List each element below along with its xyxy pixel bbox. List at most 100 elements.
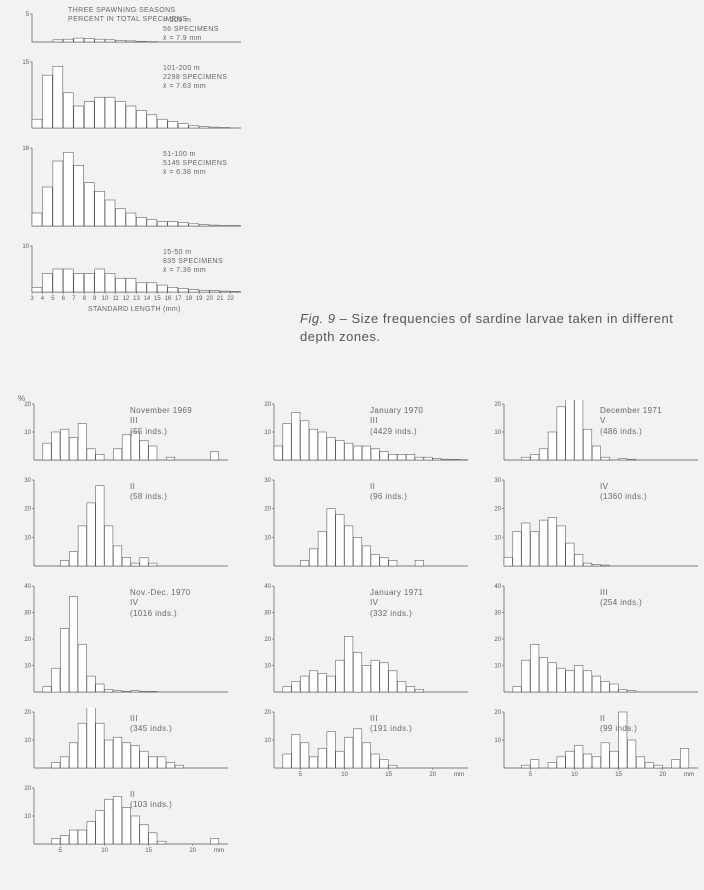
month-panel: 10 20 bbox=[260, 400, 470, 470]
svg-text:10: 10 bbox=[101, 848, 108, 854]
svg-text:19: 19 bbox=[196, 296, 203, 302]
svg-text:20: 20 bbox=[24, 637, 31, 643]
svg-text:30: 30 bbox=[264, 611, 271, 617]
svg-text:5: 5 bbox=[51, 296, 55, 302]
month-panel-label: II(58 inds.) bbox=[130, 482, 167, 503]
svg-text:10: 10 bbox=[494, 535, 501, 541]
svg-text:mm: mm bbox=[684, 772, 694, 778]
svg-text:5: 5 bbox=[529, 772, 533, 778]
svg-text:30: 30 bbox=[264, 478, 271, 484]
month-panel-label: III(254 inds.) bbox=[600, 588, 642, 609]
month-panel-label: November 1969III(55 inds.) bbox=[130, 406, 192, 437]
depth-panel-label: 101-200 m2298 SPECIMENSx̄ = 7.63 mm bbox=[163, 64, 227, 91]
svg-text:20: 20 bbox=[24, 786, 31, 792]
month-panel-label: II(103 inds.) bbox=[130, 790, 172, 811]
depth-xaxis-label: STANDARD LENGTH (mm) bbox=[88, 306, 181, 313]
svg-text:13: 13 bbox=[133, 296, 140, 302]
svg-text:7: 7 bbox=[72, 296, 76, 302]
svg-text:10: 10 bbox=[102, 296, 109, 302]
svg-text:12: 12 bbox=[123, 296, 130, 302]
svg-text:10: 10 bbox=[341, 772, 348, 778]
svg-text:20: 20 bbox=[494, 637, 501, 643]
svg-text:8: 8 bbox=[83, 296, 87, 302]
svg-text:20: 20 bbox=[494, 402, 501, 408]
svg-text:30: 30 bbox=[494, 611, 501, 617]
month-panel: 10 20 30 bbox=[490, 476, 700, 576]
month-panel-label: III(191 inds.) bbox=[370, 714, 412, 735]
svg-text:mm: mm bbox=[454, 772, 464, 778]
figure-caption: Fig. 9 – Size frequencies of sardine lar… bbox=[300, 310, 680, 346]
svg-text:15: 15 bbox=[615, 772, 622, 778]
depth-panel-label: 51-100 m5145 SPECIMENSx̄ = 6.38 mm bbox=[163, 150, 227, 177]
svg-text:20: 20 bbox=[264, 402, 271, 408]
svg-text:9: 9 bbox=[93, 296, 97, 302]
month-panel-label: IV(1360 inds.) bbox=[600, 482, 647, 503]
month-panel: 10205101520mm bbox=[490, 708, 700, 778]
svg-text:5: 5 bbox=[59, 848, 63, 854]
month-panel: 10203040 bbox=[20, 582, 230, 702]
svg-text:10: 10 bbox=[494, 664, 501, 670]
svg-text:20: 20 bbox=[264, 710, 271, 716]
month-panel: 10 20 5 10 15 20 mm bbox=[260, 708, 470, 778]
svg-text:30: 30 bbox=[494, 478, 501, 484]
month-panel: 10205101520mm bbox=[20, 784, 230, 854]
svg-text:mm: mm bbox=[214, 848, 224, 854]
figure-number: Fig. 9 bbox=[300, 311, 336, 326]
month-panel-label: January 1971IV(332 inds.) bbox=[370, 588, 423, 619]
svg-text:15: 15 bbox=[145, 848, 152, 854]
month-panel-label: December 1971V(486 inds.) bbox=[600, 406, 662, 437]
depth-panel-label: > 200 m56 SPECIMENSx̄ = 7.9 mm bbox=[163, 16, 219, 43]
svg-text:20: 20 bbox=[494, 710, 501, 716]
svg-text:30: 30 bbox=[24, 478, 31, 484]
svg-text:10: 10 bbox=[264, 535, 271, 541]
svg-text:5: 5 bbox=[299, 772, 303, 778]
svg-text:16: 16 bbox=[165, 296, 172, 302]
svg-text:21: 21 bbox=[217, 296, 224, 302]
figure-caption-text: – Size frequencies of sardine larvae tak… bbox=[300, 311, 673, 344]
svg-text:10: 10 bbox=[24, 535, 31, 541]
svg-text:20: 20 bbox=[189, 848, 196, 854]
svg-text:20: 20 bbox=[264, 637, 271, 643]
svg-text:14: 14 bbox=[144, 296, 151, 302]
svg-text:40: 40 bbox=[24, 584, 31, 590]
svg-text:10: 10 bbox=[24, 738, 31, 744]
svg-text:20: 20 bbox=[659, 772, 666, 778]
svg-text:3: 3 bbox=[30, 296, 34, 302]
month-panel-label: Nov.-Dec. 1970IV(1016 inds.) bbox=[130, 588, 191, 619]
svg-text:20: 20 bbox=[24, 507, 31, 513]
svg-text:20: 20 bbox=[206, 296, 213, 302]
svg-text:6: 6 bbox=[62, 296, 66, 302]
svg-text:10: 10 bbox=[24, 664, 31, 670]
svg-text:20: 20 bbox=[24, 402, 31, 408]
svg-text:10: 10 bbox=[22, 244, 29, 250]
svg-text:17: 17 bbox=[175, 296, 182, 302]
svg-text:10: 10 bbox=[264, 430, 271, 436]
svg-text:10: 10 bbox=[494, 430, 501, 436]
svg-text:4: 4 bbox=[41, 296, 45, 302]
svg-text:40: 40 bbox=[494, 584, 501, 590]
month-panel-label: III(345 inds.) bbox=[130, 714, 172, 735]
svg-text:15: 15 bbox=[154, 296, 161, 302]
svg-text:10: 10 bbox=[571, 772, 578, 778]
month-panel: 10 20 bbox=[490, 400, 700, 470]
depth-panel-label: 15-50 m835 SPECIMENSx̄ = 7.36 mm bbox=[163, 248, 223, 275]
svg-text:20: 20 bbox=[429, 772, 436, 778]
svg-text:10: 10 bbox=[264, 738, 271, 744]
svg-text:20: 20 bbox=[24, 710, 31, 716]
month-panel: 10203040 bbox=[260, 582, 470, 702]
svg-text:15: 15 bbox=[385, 772, 392, 778]
month-panel: 10 20 30 40 bbox=[490, 582, 700, 702]
svg-text:10: 10 bbox=[264, 664, 271, 670]
svg-text:18: 18 bbox=[185, 296, 192, 302]
month-panel: 10 20 30 bbox=[20, 476, 230, 576]
month-panel: 10 20 bbox=[20, 400, 230, 470]
svg-text:5: 5 bbox=[26, 12, 30, 18]
month-panel: 102030 bbox=[260, 476, 470, 576]
month-panel: 10 20 bbox=[20, 708, 230, 778]
svg-text:15: 15 bbox=[22, 60, 29, 66]
svg-text:18: 18 bbox=[22, 146, 29, 152]
month-panel-label: January 1970III(4429 inds.) bbox=[370, 406, 423, 437]
svg-text:20: 20 bbox=[494, 507, 501, 513]
svg-text:10: 10 bbox=[24, 430, 31, 436]
month-panel-label: II(99 inds.) bbox=[600, 714, 637, 735]
